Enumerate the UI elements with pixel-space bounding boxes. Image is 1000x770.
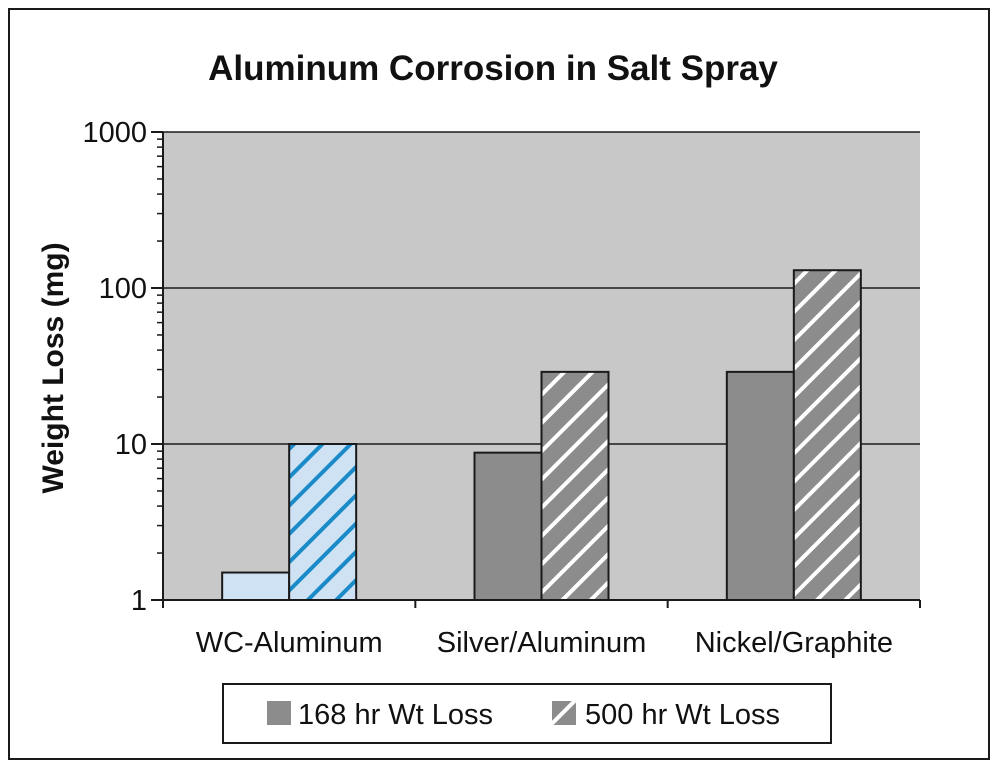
legend-label-500hr: 500 hr Wt Loss [585,699,780,731]
bar-500hr [288,443,358,601]
y-tick-label: 10 [115,429,147,461]
legend-box [222,683,832,744]
y-tick-label: 1000 [82,117,147,149]
legend-swatch-hatched [552,701,576,725]
legend-label-168hr: 168 hr Wt Loss [298,699,493,731]
legend: 168 hr Wt Loss 500 hr Wt Loss [222,683,832,744]
bars [221,269,862,602]
legend-swatch-solid [267,701,291,725]
y-tick-label: 100 [99,273,147,305]
y-tick-label: 1 [131,585,147,617]
x-category-labels: WC-Aluminum Silver/Aluminum Nickel/Graphit… [196,627,893,659]
y-tick-labels: 1 10 100 1000 [82,117,147,617]
bar-500hr [792,269,862,601]
chart-title: Aluminum Corrosion in Salt Spray [208,49,778,88]
bar-168hr [473,451,543,601]
bar-500hr [540,370,610,601]
x-category-label: Nickel/Graphite [695,627,893,659]
y-axis-label: Weight Loss (mg) [37,242,70,493]
axes [151,131,921,608]
bar-168hr [221,571,291,602]
x-category-label: Silver/Aluminum [437,627,647,659]
x-category-label: WC-Aluminum [196,627,383,659]
bar-168hr [725,370,795,601]
